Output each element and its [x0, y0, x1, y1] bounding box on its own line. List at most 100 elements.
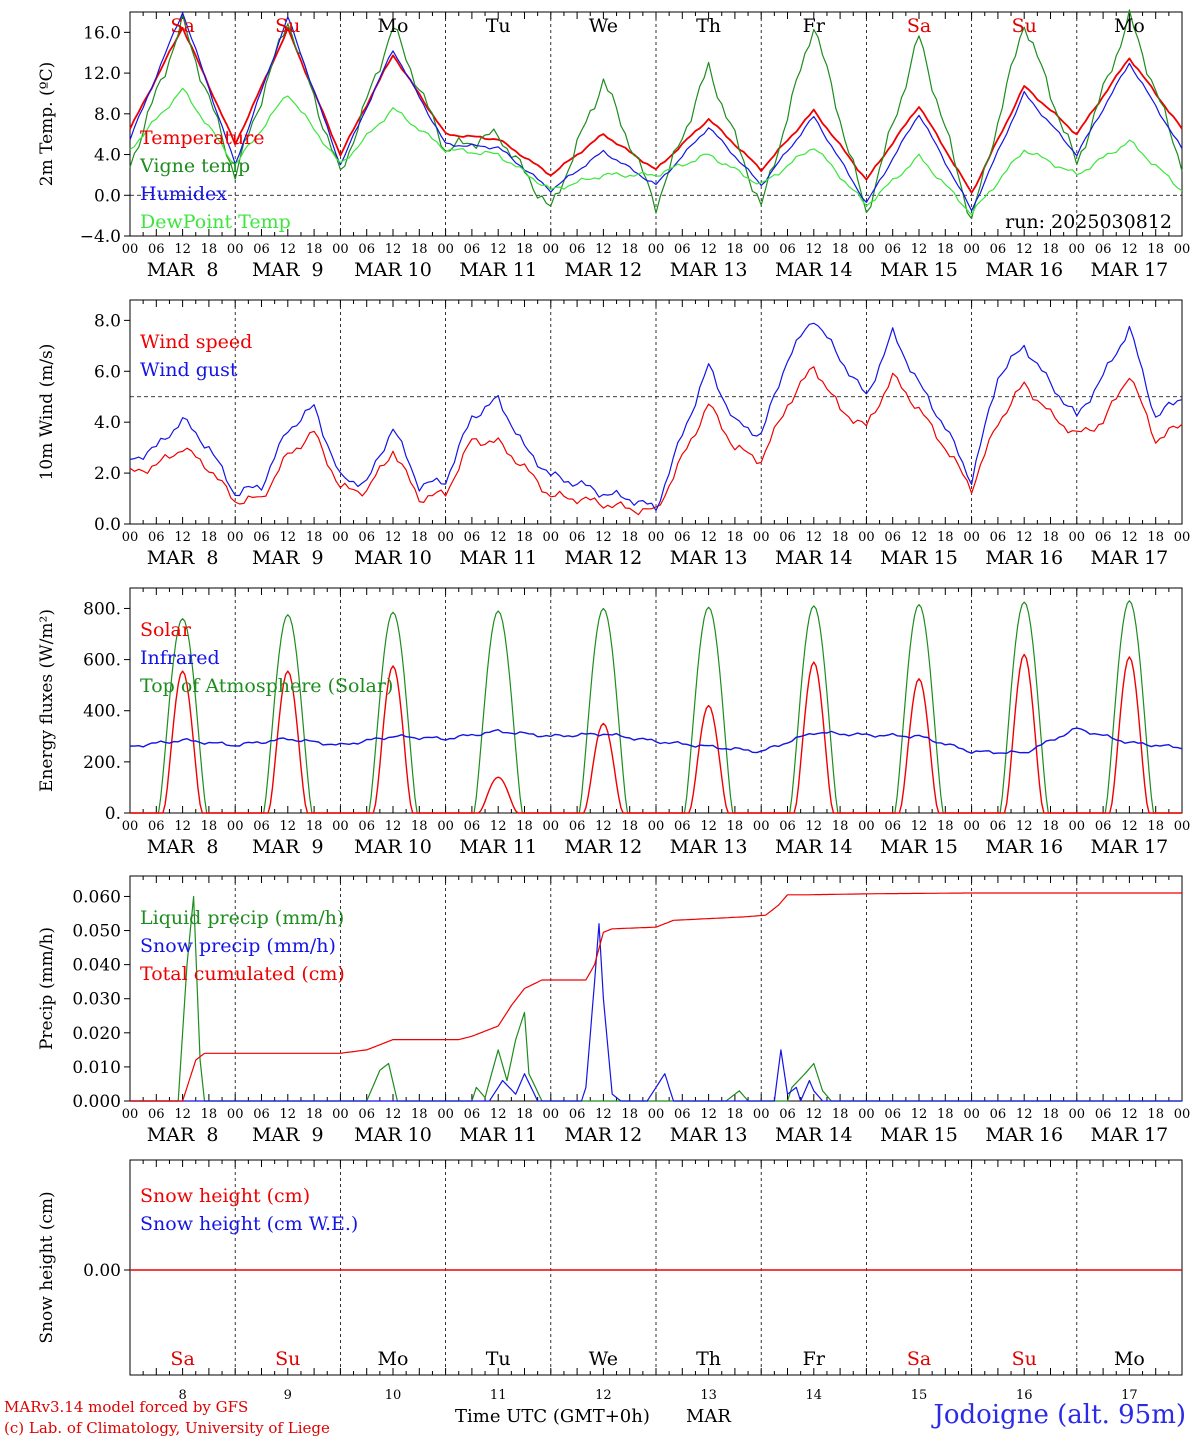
- hour-tick-label: 06: [253, 530, 270, 545]
- day-name: Su: [275, 1348, 300, 1370]
- hour-tick-label: 12: [1121, 819, 1138, 834]
- day-name: Sa: [170, 1348, 194, 1370]
- day-number: 9: [284, 1388, 292, 1403]
- hour-tick-label: 18: [411, 819, 428, 834]
- legend-wind-gust: Wind gust: [140, 359, 238, 381]
- series-dewpoint-temp: [129, 87, 1183, 216]
- hour-tick-label: 00: [753, 819, 770, 834]
- hour-tick-label: 00: [543, 819, 560, 834]
- date-label: MAR 16: [985, 259, 1063, 281]
- day-number: 12: [595, 1388, 612, 1403]
- hour-tick-label: 06: [1095, 1107, 1112, 1122]
- hour-tick-label: 00: [543, 242, 560, 257]
- panel-5-y-axis: 0.00 Snow height (cm): [37, 1191, 130, 1344]
- hour-tick-label: 06: [779, 819, 796, 834]
- y-tick-label: 0.0: [94, 515, 121, 535]
- hour-tick-label: 18: [727, 819, 744, 834]
- date-label: MAR 14: [775, 1124, 853, 1146]
- day-name: Tu: [486, 1348, 511, 1370]
- hour-tick-label: 18: [411, 1107, 428, 1122]
- hour-tick-label: 00: [1069, 530, 1086, 545]
- y-tick-label: 4.0: [94, 413, 121, 433]
- hour-tick-label: 18: [621, 1107, 638, 1122]
- hour-tick-label: 12: [1121, 530, 1138, 545]
- hour-tick-label: 06: [779, 242, 796, 257]
- hour-tick-label: 18: [306, 242, 323, 257]
- hour-tick-label: 06: [253, 1107, 270, 1122]
- series-total-cumulated-cm: [130, 892, 1182, 1102]
- date-label: MAR 14: [775, 547, 853, 569]
- hour-tick-label: 06: [148, 819, 165, 834]
- hour-tick-label: 06: [674, 242, 691, 257]
- day-number: 11: [490, 1388, 507, 1403]
- date-label: MAR 16: [985, 547, 1063, 569]
- y-tick-label: 0.050: [72, 922, 121, 942]
- hour-tick-label: 00: [543, 1107, 560, 1122]
- station-name: Jodoigne (alt. 95m): [933, 1400, 1186, 1430]
- hour-tick-label: 18: [727, 530, 744, 545]
- hour-tick-label: 18: [516, 1107, 533, 1122]
- hour-tick-label: 00: [1069, 819, 1086, 834]
- y-tick-label: 16.0: [83, 23, 121, 43]
- day-name: Mo: [378, 1348, 409, 1370]
- date-label: MAR 13: [670, 1124, 748, 1146]
- date-label: MAR 13: [670, 836, 748, 858]
- hour-tick-label: 00: [332, 530, 349, 545]
- hour-tick-label: 18: [411, 530, 428, 545]
- date-label: MAR 17: [1091, 547, 1169, 569]
- hour-tick-label: 12: [700, 530, 717, 545]
- hour-tick-label: 12: [700, 1107, 717, 1122]
- legend-snow-height-cm-w-e: Snow height (cm W.E.): [140, 1213, 358, 1235]
- hour-tick-label: 12: [490, 242, 507, 257]
- panel-3-y-axis: 0. 200. 400. 600. 800. Energy fluxes (W/m²): [37, 599, 130, 824]
- legend-total-cumulated-cm: Total cumulated (cm): [140, 963, 345, 985]
- hour-tick-label: 18: [727, 1107, 744, 1122]
- hour-tick-label: 12: [595, 1107, 612, 1122]
- hour-tick-label: 06: [148, 242, 165, 257]
- date-label: MAR 9: [252, 836, 324, 858]
- hour-tick-label: 18: [621, 819, 638, 834]
- panel-1-y-axis: −4.0 0.0 4.0 8.0 12.0 16.0 2m Temp. (ºC): [37, 23, 130, 247]
- day-number: 17: [1121, 1388, 1138, 1403]
- hour-tick-label: 18: [516, 819, 533, 834]
- hour-tick-label: 00: [437, 1107, 454, 1122]
- hour-tick-label: 12: [490, 530, 507, 545]
- hour-tick-label: 00: [227, 242, 244, 257]
- hour-tick-label: 00: [963, 1107, 980, 1122]
- hour-tick-label: 12: [1016, 1107, 1033, 1122]
- y-tick-label: 0.00: [83, 1261, 121, 1281]
- hour-tick-label: 00: [332, 819, 349, 834]
- hour-tick-label: 12: [1121, 242, 1138, 257]
- hour-tick-label: 12: [1016, 530, 1033, 545]
- panel-4-frame: 00 06 12 18 00 06 12 18 00 06 12 18 00 06 12 18 00 06 12 18…: [122, 875, 1190, 1146]
- date-label: MAR 12: [565, 547, 643, 569]
- hour-tick-label: 06: [569, 819, 586, 834]
- y-tick-label: 4.0: [94, 146, 121, 166]
- hour-tick-label: 12: [174, 1107, 191, 1122]
- hour-tick-label: 00: [963, 819, 980, 834]
- y-tick-label: 400.: [83, 702, 121, 722]
- hour-tick-label: 12: [174, 530, 191, 545]
- hour-tick-label: 18: [1147, 242, 1164, 257]
- hour-tick-label: 00: [858, 819, 875, 834]
- y-tick-label: 12.0: [83, 64, 121, 84]
- hour-tick-label: 18: [201, 1107, 218, 1122]
- hour-tick-label: 00: [122, 242, 139, 257]
- date-label: MAR 16: [985, 1124, 1063, 1146]
- hour-tick-label: 18: [201, 242, 218, 257]
- date-label: MAR 17: [1091, 259, 1169, 281]
- hour-tick-label: 00: [227, 819, 244, 834]
- hour-tick-label: 06: [674, 530, 691, 545]
- day-name: Th: [696, 1348, 721, 1370]
- legend-solar: Solar: [140, 619, 192, 641]
- hour-tick-label: 06: [1095, 242, 1112, 257]
- hour-tick-label: 06: [148, 1107, 165, 1122]
- hour-tick-label: 12: [490, 1107, 507, 1122]
- hour-tick-label: 00: [753, 242, 770, 257]
- y-tick-label: 0.: [105, 804, 121, 824]
- hour-tick-label: 00: [858, 242, 875, 257]
- hour-tick-label: 00: [963, 242, 980, 257]
- y-tick-label: 200.: [83, 753, 121, 773]
- date-label: MAR 12: [565, 259, 643, 281]
- hour-tick-label: 18: [832, 1107, 849, 1122]
